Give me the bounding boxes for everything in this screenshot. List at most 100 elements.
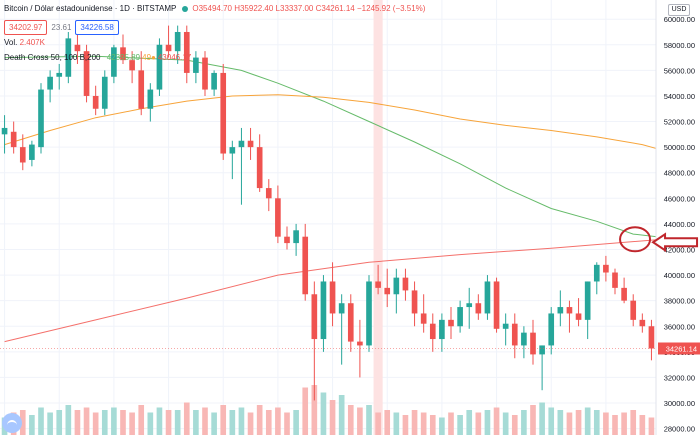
price-axis: 28000.0030000.0032000.0034000.0036000.00… (655, 0, 700, 435)
candle (74, 34, 81, 64)
candle-body (511, 323, 518, 346)
ma-indicator[interactable]: Death Cross 50, 100 B,200 42395.89 49● 430… (4, 53, 191, 62)
candle (393, 268, 400, 314)
candle-body (293, 230, 299, 244)
volume-bar (366, 405, 372, 435)
volume-bar (101, 410, 108, 435)
candle (120, 34, 126, 64)
candle (29, 140, 35, 167)
candle (621, 277, 627, 304)
candle (521, 326, 527, 359)
volume-bar (420, 412, 427, 435)
market-status-icon (182, 5, 189, 12)
candle-body (74, 44, 81, 52)
candle (111, 44, 117, 84)
volume-label: Vol. (4, 38, 18, 47)
y-tick-label: 42000.00 (664, 245, 695, 254)
candle-body (502, 323, 509, 329)
candle-body (584, 281, 591, 320)
highlight-band (373, 0, 383, 435)
candle-body (38, 89, 44, 148)
candle-body (439, 319, 445, 340)
volume-bar (593, 410, 600, 435)
ma100-line (4, 94, 661, 151)
tradingview-logo-icon[interactable] (2, 413, 22, 433)
candle (238, 127, 245, 205)
ma200-line (4, 237, 679, 343)
candle (466, 287, 473, 329)
candle (202, 51, 208, 96)
last-price-label: 34261.14 (666, 344, 697, 353)
candle-body (411, 290, 418, 314)
y-tick-label: 30000.00 (664, 399, 695, 408)
volume-bar (275, 407, 281, 435)
y-tick-label: 60000.00 (664, 15, 695, 24)
candle (484, 275, 491, 320)
volume-bar (411, 410, 418, 435)
candle (584, 281, 591, 340)
candle (347, 294, 354, 352)
y-tick-label: 50000.00 (664, 143, 695, 152)
volume-bar (293, 410, 299, 435)
candle (575, 298, 582, 327)
candle-body (393, 277, 400, 295)
ma50-value: 42395.89 (106, 53, 141, 62)
candle (648, 319, 655, 361)
candle-body (603, 264, 609, 273)
volume-indicator[interactable]: Vol. 2.407K (4, 38, 45, 47)
candle-body (138, 70, 145, 109)
volume-bar (439, 417, 445, 435)
candle (138, 51, 145, 116)
candle (256, 134, 263, 192)
volume-bar (220, 405, 227, 435)
y-tick-label: 32000.00 (664, 373, 695, 382)
volume-bar (402, 415, 409, 435)
candle-body (220, 72, 227, 154)
candle (502, 313, 509, 346)
candle-body (265, 188, 272, 199)
volume-bar (521, 410, 527, 435)
ma200-value: 43046.17 (157, 53, 192, 62)
volume-bar (384, 410, 391, 435)
candle (411, 281, 418, 327)
candle-body (302, 236, 309, 295)
currency-button[interactable]: USD (668, 4, 690, 16)
volume-bar (320, 392, 327, 435)
bid-price-box[interactable]: 34202.97 (4, 20, 48, 35)
candle (593, 262, 600, 295)
candle-body (120, 47, 126, 61)
volume-bar (475, 412, 482, 435)
candle (65, 31, 72, 84)
candle-body (648, 326, 655, 349)
y-tick-label: 38000.00 (664, 297, 695, 306)
candle (457, 300, 463, 333)
candle (193, 51, 199, 84)
candle (47, 70, 53, 103)
candle-body (347, 303, 354, 342)
candle (147, 83, 154, 122)
candle-body (375, 281, 381, 288)
volume-bar (65, 405, 72, 435)
candlesticks (0, 25, 656, 401)
volume-value: 2.407K (19, 38, 45, 47)
volume-bar (183, 402, 190, 435)
y-tick-label: 44000.00 (664, 220, 695, 229)
candle (211, 70, 217, 96)
candle (448, 307, 454, 340)
y-tick-label: 58000.00 (664, 41, 695, 50)
volume-bar (539, 402, 545, 435)
candle-body (29, 144, 35, 160)
candle-body (193, 57, 199, 73)
candle-body (493, 281, 500, 329)
candle (511, 313, 518, 359)
candle-body (639, 319, 646, 327)
candle (174, 25, 181, 64)
volume-bar (466, 410, 473, 435)
ask-price-box[interactable]: 34226.58 (75, 20, 119, 35)
volume-bar (238, 407, 245, 435)
volume-bar (457, 415, 463, 435)
candle (439, 313, 445, 352)
candle-body (174, 31, 181, 52)
candle-body (338, 303, 345, 314)
